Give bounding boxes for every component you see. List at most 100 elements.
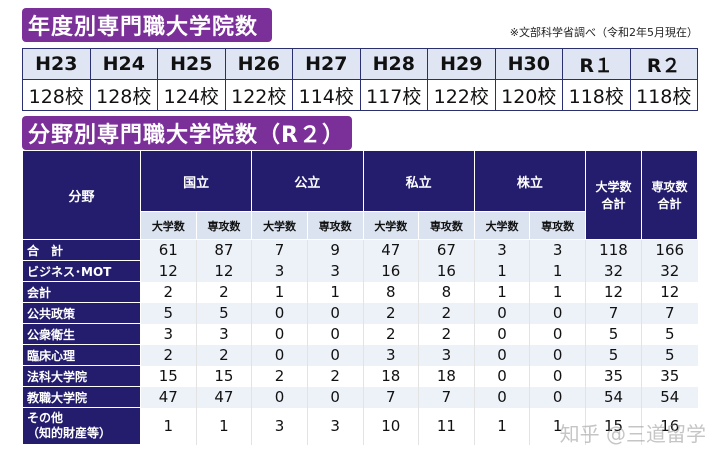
cell-value: 11	[418, 407, 475, 445]
cell-value: 67	[418, 239, 475, 261]
cell-value: 2	[140, 344, 197, 366]
table-row: 合 計 61 87 7 9 47 67 3 3 118 166	[22, 239, 698, 261]
cell-value: 5	[195, 302, 252, 324]
cell-value: 5	[641, 344, 698, 366]
total-major-header: 専攻数 合計	[641, 150, 698, 240]
year-value: 117校	[359, 79, 428, 111]
year-header: H30	[494, 48, 563, 80]
cell-value: 1	[529, 281, 586, 303]
cell-value: 0	[251, 323, 308, 345]
year-header: H24	[89, 48, 158, 80]
cell-value: 2	[362, 323, 419, 345]
cell-value: 3	[418, 344, 475, 366]
cell-value: 3	[251, 260, 308, 282]
sub-header: 専攻数	[529, 211, 586, 240]
table-row: 法科大学院 15 15 2 2 18 18 0 0 35 35	[22, 365, 698, 387]
cell-value: 0	[473, 302, 530, 324]
row-label: 合 計	[22, 239, 141, 261]
cell-value: 8	[418, 281, 475, 303]
col-field-header: 分野	[22, 150, 141, 240]
cell-value: 7	[585, 302, 642, 324]
page-title: 年度別専門職大学院数	[22, 8, 272, 42]
cell-value: 3	[473, 239, 530, 261]
group-header: 私立	[362, 150, 475, 212]
cell-value: 2	[418, 302, 475, 324]
cell-value: 1	[529, 260, 586, 282]
year-value: 124校	[157, 79, 226, 111]
table-row: 教職大学院 47 47 0 0 7 7 0 0 54 54	[22, 386, 698, 408]
cell-value: 54	[585, 386, 642, 408]
row-label: 臨床心理	[22, 344, 141, 366]
year-header: H25	[157, 48, 226, 80]
year-header: R２	[629, 48, 698, 80]
row-label: 公共政策	[22, 302, 141, 324]
sub-header: 専攻数	[306, 211, 364, 240]
cell-value: 5	[641, 323, 698, 345]
year-value: 118校	[562, 79, 631, 111]
row-label: 法科大学院	[22, 365, 141, 387]
cell-value: 2	[140, 281, 197, 303]
year-header-row: H23 H24 H25 H26 H27 H28 H29 H30 R１ R２	[22, 48, 698, 80]
cell-value: 0	[306, 302, 363, 324]
cell-value: 47	[195, 386, 252, 408]
watermark: 知乎 @三道留学	[559, 422, 706, 446]
cell-value: 9	[306, 239, 363, 261]
group-header: 国立	[139, 150, 253, 212]
cell-value: 1	[140, 407, 197, 445]
cell-value: 8	[362, 281, 419, 303]
cell-value: 1	[306, 281, 363, 303]
cell-value: 3	[306, 407, 363, 445]
cell-value: 35	[641, 365, 698, 387]
yearly-count-table: H23 H24 H25 H26 H27 H28 H29 H30 R１ R２ 12…	[22, 48, 698, 111]
row-label: 会計	[22, 281, 141, 303]
year-value: 120校	[494, 79, 563, 111]
year-header: H29	[427, 48, 496, 80]
cell-value: 16	[362, 260, 419, 282]
cell-value: 2	[418, 323, 475, 345]
year-value: 128校	[22, 79, 91, 111]
table-row: 臨床心理 2 2 0 0 3 3 0 0 5 5	[22, 344, 698, 366]
cell-value: 0	[529, 386, 586, 408]
cell-value: 47	[140, 386, 197, 408]
row-label: ビジネス･MOT	[22, 260, 141, 282]
sub-header: 専攻数	[418, 211, 475, 240]
cell-value: 3	[306, 260, 363, 282]
table-row: 会計 2 2 1 1 8 8 1 1 12 12	[22, 281, 698, 303]
year-value: 118校	[629, 79, 698, 111]
cell-value: 0	[529, 323, 586, 345]
year-value-row: 128校 128校 124校 122校 114校 117校 122校 120校 …	[22, 79, 698, 111]
cell-value: 2	[195, 281, 252, 303]
field-table-body: 合 計 61 87 7 9 47 67 3 3 118 166 ビジネス･MOT 12 12 3 3 16 16 1…	[22, 239, 698, 445]
year-header: H27	[292, 48, 361, 80]
cell-value: 0	[473, 323, 530, 345]
sub-header: 大学数	[140, 211, 197, 240]
cell-value: 7	[641, 302, 698, 324]
row-label: その他 （知的財産等）	[22, 407, 141, 445]
cell-value: 0	[529, 365, 586, 387]
year-header: H28	[359, 48, 428, 80]
cell-value: 12	[585, 281, 642, 303]
year-header: R１	[562, 48, 631, 80]
year-header: H26	[224, 48, 293, 80]
cell-value: 0	[473, 386, 530, 408]
cell-value: 2	[195, 344, 252, 366]
cell-value: 3	[251, 407, 308, 445]
cell-value: 0	[306, 323, 363, 345]
cell-value: 166	[641, 239, 698, 261]
cell-value: 15	[140, 365, 197, 387]
year-value: 128校	[89, 79, 158, 111]
cell-value: 118	[585, 239, 642, 261]
cell-value: 32	[585, 260, 642, 282]
cell-value: 1	[473, 407, 530, 445]
cell-value: 15	[585, 407, 642, 445]
cell-value: 1	[529, 407, 586, 445]
cell-value: 18	[362, 365, 419, 387]
cell-value: 54	[641, 386, 698, 408]
cell-value: 7	[251, 239, 308, 261]
cell-value: 3	[195, 323, 252, 345]
row-label: 教職大学院	[22, 386, 141, 408]
cell-value: 0	[473, 365, 530, 387]
source-note: ※文部科学省調べ（令和2年5月現在）	[509, 26, 698, 39]
year-value: 122校	[224, 79, 293, 111]
cell-value: 2	[251, 365, 308, 387]
